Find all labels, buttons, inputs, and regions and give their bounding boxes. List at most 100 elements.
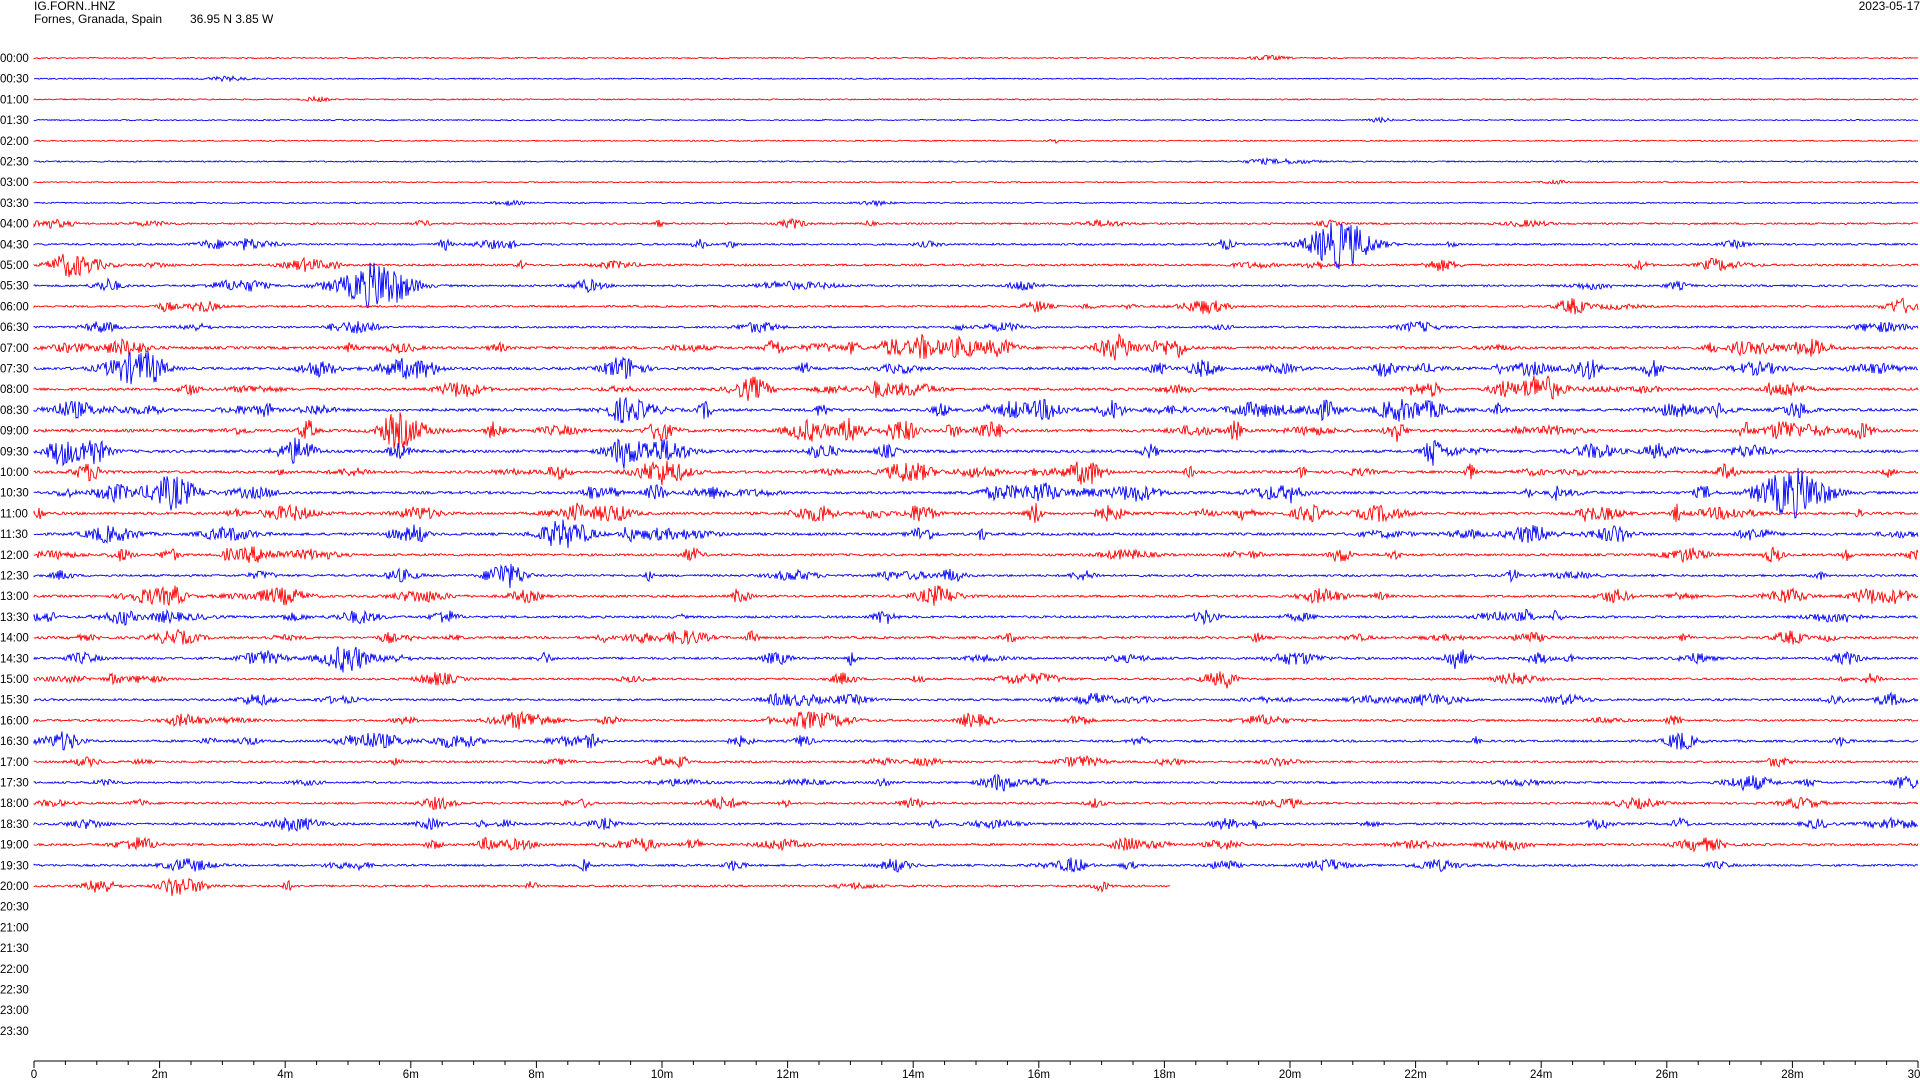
row-time-label: 13:30: [0, 612, 29, 624]
trace-line: [33, 691, 1919, 707]
row-time-label: 08:00: [0, 384, 29, 396]
station-code: IG.FORN..HNZ: [34, 0, 116, 13]
trace-line: [33, 199, 1919, 208]
trace-line: [33, 262, 1919, 308]
trace-line: [33, 585, 1919, 606]
row-time-label: 13:00: [0, 591, 29, 603]
row-time-label: 04:00: [0, 219, 29, 231]
x-tick-label: 2m: [152, 1069, 168, 1080]
x-tick-label: 14m: [902, 1069, 924, 1080]
trace-line: [33, 332, 1919, 361]
row-time-label: 11:30: [0, 529, 28, 541]
trace-line: [33, 795, 1919, 810]
station-location: Fornes, Granada, Spain: [34, 12, 163, 26]
row-time-label: 19:00: [0, 840, 29, 852]
row-time-label: 10:00: [0, 467, 29, 479]
row-time-label: 14:00: [0, 633, 29, 645]
trace-line: [33, 297, 1919, 315]
row-time-label: 04:30: [0, 239, 29, 251]
trace-line: [33, 253, 1919, 278]
trace-line: [33, 412, 1919, 450]
row-time-label: 18:30: [0, 819, 29, 831]
x-tick-label: 16m: [1028, 1069, 1050, 1080]
trace-line: [33, 351, 1919, 385]
row-time-label: 21:00: [0, 922, 29, 934]
trace-line: [33, 217, 1919, 229]
trace-line: [33, 178, 1919, 185]
row-time-label: 20:00: [0, 881, 29, 893]
x-tick-label: 26m: [1656, 1069, 1678, 1080]
row-time-label: 06:30: [0, 322, 29, 334]
x-tick-label: 30: [1908, 1069, 1920, 1080]
row-time-label: 10:30: [0, 488, 29, 500]
row-time-label: 01:00: [0, 94, 29, 106]
trace-line: [33, 816, 1919, 833]
row-time-label: 17:30: [0, 778, 29, 790]
x-tick-label: 18m: [1153, 1069, 1175, 1080]
row-time-label: 19:30: [0, 860, 29, 872]
row-time-label: 01:30: [0, 115, 29, 127]
trace-line: [33, 95, 1919, 103]
time-axis: 0 2m 4m 6m 8m 10m 12m 14m 16m 18m 20m 22m 24m 26m 28m 3…: [31, 1060, 1920, 1080]
record-date: 2023-05-17: [1858, 0, 1920, 13]
trace-line: [33, 519, 1919, 549]
row-time-label: 00:30: [0, 74, 29, 86]
trace-line: [33, 731, 1918, 751]
row-time-label: 02:30: [0, 157, 29, 169]
x-tick-label: 10m: [651, 1069, 673, 1080]
row-time-label: 23:00: [0, 1005, 29, 1017]
row-time-label: 05:30: [0, 281, 29, 293]
row-time-label: 20:30: [0, 902, 29, 914]
trace-line: [33, 157, 1918, 165]
x-tick-label: 22m: [1404, 1069, 1426, 1080]
row-time-label: 14:30: [0, 653, 29, 665]
trace-line: [33, 836, 1919, 853]
x-tick-label: 4m: [277, 1069, 293, 1080]
trace-line: [33, 222, 1919, 270]
trace-line: [33, 139, 1919, 144]
row-time-label: 21:30: [0, 943, 29, 955]
trace-line: [33, 563, 1919, 589]
trace-line: [33, 546, 1919, 564]
trace-rows: 00:00 00:30 01:00 01:30 02:00 02:30 03:00 03:30…: [0, 53, 1919, 1038]
x-tick-label: 8m: [528, 1069, 544, 1080]
row-time-label: 15:00: [0, 674, 29, 686]
row-time-label: 18:00: [0, 798, 29, 810]
row-time-label: 17:00: [0, 757, 29, 769]
trace-line: [33, 116, 1919, 124]
trace-line: [33, 54, 1919, 62]
row-time-label: 12:30: [0, 571, 29, 583]
row-time-label: 05:00: [0, 260, 29, 272]
trace-line: [33, 320, 1919, 334]
trace-line: [33, 877, 1171, 897]
trace-line: [33, 857, 1919, 873]
row-time-label: 03:30: [0, 198, 29, 210]
trace-line: [33, 467, 1919, 519]
row-time-label: 12:00: [0, 550, 29, 562]
trace-line: [33, 396, 1919, 424]
x-tick-label: 28m: [1781, 1069, 1803, 1080]
row-time-label: 16:00: [0, 715, 29, 727]
row-time-label: 22:30: [0, 985, 29, 997]
row-time-label: 06:00: [0, 301, 29, 313]
row-time-label: 22:00: [0, 964, 29, 976]
trace-line: [33, 460, 1919, 486]
x-tick-label: 6m: [403, 1069, 419, 1080]
trace-line: [33, 437, 1919, 469]
x-tick-label: 12m: [776, 1069, 798, 1080]
row-time-label: 07:30: [0, 364, 29, 376]
trace-line: [33, 710, 1919, 730]
trace-line: [34, 74, 1919, 83]
x-tick-label: 0: [31, 1069, 37, 1080]
row-time-label: 00:00: [0, 53, 29, 65]
trace-line: [33, 773, 1919, 792]
x-tick-label: 20m: [1279, 1069, 1301, 1080]
row-time-label: 11:00: [0, 508, 28, 520]
x-tick-label: 24m: [1530, 1069, 1552, 1080]
row-time-label: 09:00: [0, 426, 29, 438]
row-time-label: 07:00: [0, 343, 29, 355]
row-time-label: 15:30: [0, 695, 29, 707]
trace-line: [33, 754, 1919, 769]
station-coordinates: 36.95 N 3.85 W: [190, 12, 274, 26]
